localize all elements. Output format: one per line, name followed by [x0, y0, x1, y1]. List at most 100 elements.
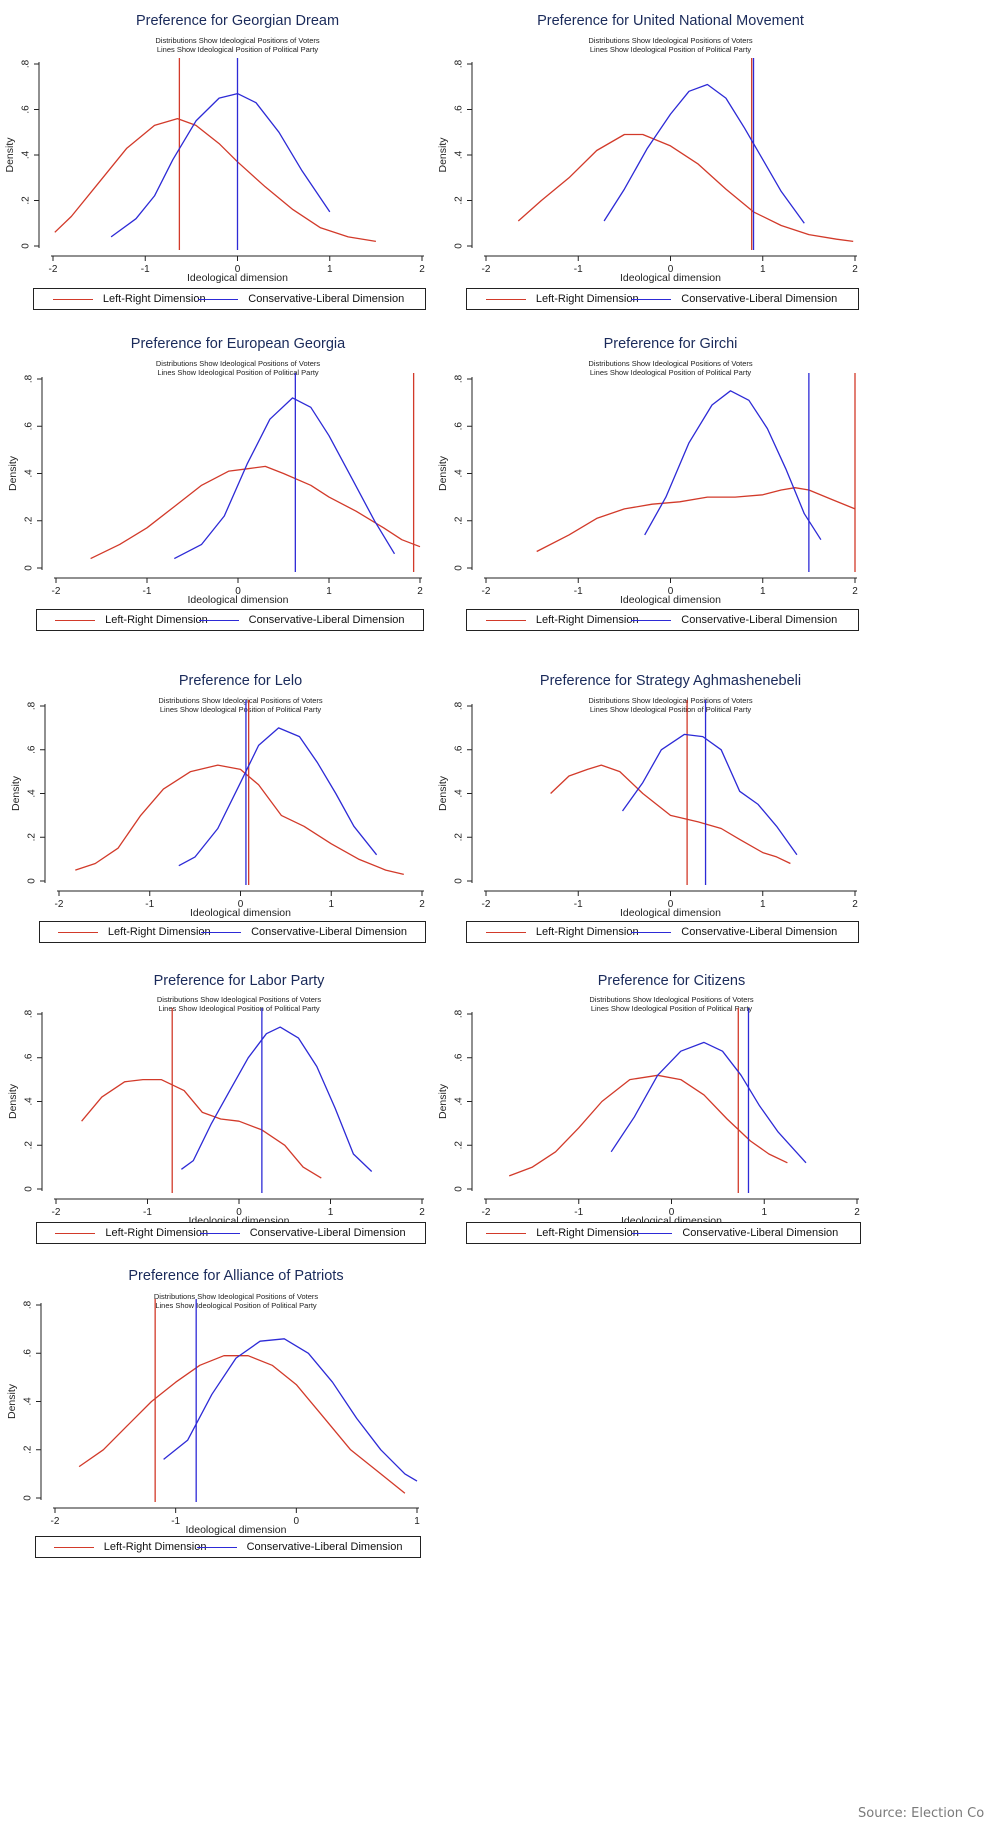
y-tick-label: 0 [24, 1186, 35, 1192]
legend-label: Conservative-Liberal Dimension [246, 1541, 403, 1553]
x-tick-label: 2 [852, 586, 858, 597]
legend-label: Conservative-Liberal Dimension [681, 293, 838, 305]
legend-swatch [631, 931, 672, 933]
chart-subtitle: Lines Show Ideological Position of Polit… [160, 705, 322, 714]
x-tick-label: -2 [55, 899, 64, 910]
y-tick-label: .8 [454, 374, 465, 383]
x-tick-label: -1 [574, 586, 583, 597]
y-tick-label: .4 [27, 789, 38, 798]
x-axis-label: Ideological dimension [188, 594, 289, 606]
legend-label: Left-Right Dimension [107, 926, 211, 938]
y-tick-label: .8 [21, 59, 32, 68]
legend-item: Left-Right Dimension [485, 289, 639, 309]
chart-svg: Preference for Girchi Distributions Show … [437, 336, 858, 606]
left-right-density-line [508, 1074, 788, 1177]
chart-subtitle: Distributions Show Ideological Positions… [588, 359, 753, 368]
legend-item: Conservative-Liberal Dimension [196, 1537, 403, 1557]
x-tick-label: -1 [145, 899, 154, 910]
x-tick-label: 0 [238, 899, 244, 910]
y-tick-label: 0 [23, 1495, 34, 1501]
y-tick-label: .6 [24, 422, 35, 431]
y-tick-label: .8 [454, 701, 465, 710]
x-tick-label: 1 [328, 1207, 334, 1218]
legend-label: Left-Right Dimension [535, 926, 639, 938]
legend-item: Conservative-Liberal Dimension [198, 289, 404, 309]
y-tick-label: .4 [23, 1397, 34, 1406]
x-axis-label: Ideological dimension [620, 594, 721, 606]
chart-title: Preference for Alliance of Patriots [128, 1268, 343, 1284]
x-tick-label: -1 [141, 264, 150, 275]
legend-swatch [198, 619, 239, 621]
chart-subtitle: Lines Show Ideological Position of Polit… [157, 368, 319, 377]
legend-label: Conservative-Liberal Dimension [249, 1227, 406, 1239]
legend-item: Left-Right Dimension [486, 1223, 639, 1243]
legend-label: Left-Right Dimension [535, 293, 639, 305]
y-tick-label: .2 [454, 833, 465, 842]
x-tick-label: -1 [143, 586, 152, 597]
y-tick-label: .6 [454, 422, 465, 431]
x-axis-label: Ideological dimension [620, 907, 721, 919]
y-tick-label: .4 [24, 469, 35, 478]
legend-swatch [485, 619, 526, 621]
y-tick-label: .2 [23, 1445, 34, 1454]
chart-subtitle: Distributions Show Ideological Positions… [588, 36, 753, 45]
conservative-liberal-density-line [163, 1338, 418, 1482]
chart-subtitle: Lines Show Ideological Position of Polit… [591, 1004, 753, 1013]
y-tick-label: .2 [454, 1141, 465, 1150]
legend-label: Conservative-Liberal Dimension [251, 926, 408, 938]
y-tick-label: .6 [24, 1053, 35, 1062]
legend-label: Conservative-Liberal Dimension [681, 614, 838, 626]
x-tick-label: -1 [574, 1207, 583, 1218]
conservative-liberal-density-line [110, 92, 331, 238]
chart-subtitle: Distributions Show Ideological Positions… [588, 696, 753, 705]
conservative-liberal-density-line [621, 733, 798, 856]
y-tick-label: .2 [27, 833, 38, 842]
y-axis-label: Density [4, 137, 16, 173]
chart-subtitle: Lines Show Ideological Position of Polit… [590, 705, 752, 714]
y-tick-label: 0 [454, 565, 465, 571]
y-tick-label: .8 [24, 374, 35, 383]
legend-label: Conservative-Liberal Dimension [682, 1227, 839, 1239]
x-axis-label: Ideological dimension [186, 1524, 287, 1536]
legend-swatch [631, 619, 672, 621]
chart-subtitle: Lines Show Ideological Position of Polit… [158, 1004, 320, 1013]
chart-panel: Preference for European Georgia Distribut… [0, 327, 432, 654]
x-tick-label: -1 [143, 1207, 152, 1218]
legend-swatch [57, 931, 98, 933]
x-tick-label: 2 [852, 899, 858, 910]
legend: Left-Right Dimension Conservative-Liberal… [35, 1536, 421, 1558]
chart-subtitle: Lines Show Ideological Position of Polit… [590, 45, 752, 54]
x-tick-label: 1 [760, 264, 766, 275]
chart-title: Preference for Citizens [598, 973, 745, 989]
legend-item: Left-Right Dimension [485, 922, 639, 942]
chart-panel: Preference for Georgian Dream Distributio… [0, 4, 432, 317]
legend: Left-Right Dimension Conservative-Liberal… [466, 288, 859, 310]
legend-label: Left-Right Dimension [105, 614, 208, 626]
chart-svg: Preference for Citizens Distributions Sho… [437, 973, 860, 1227]
x-axis-label: Ideological dimension [190, 907, 291, 919]
legend-label: Left-Right Dimension [536, 1227, 639, 1239]
legend-swatch [201, 931, 242, 933]
conservative-liberal-density-line [174, 397, 396, 560]
legend: Left-Right Dimension Conservative-Liberal… [36, 609, 424, 631]
y-axis-label: Density [437, 455, 449, 491]
x-axis-label: Ideological dimension [187, 272, 288, 284]
y-tick-label: .4 [454, 1097, 465, 1106]
x-tick-label: 2 [419, 899, 425, 910]
left-right-density-line [81, 1078, 322, 1179]
chart-panel: Preference for United National Movement D… [437, 4, 867, 317]
conservative-liberal-density-line [644, 390, 822, 541]
chart-subtitle: Distributions Show Ideological Positions… [156, 359, 321, 368]
left-right-density-line [536, 487, 856, 553]
chart-panel: Preference for Labor Party Distributions … [0, 964, 432, 1251]
y-tick-label: .4 [24, 1097, 35, 1106]
chart-panel: Preference for Alliance of Patriots Distr… [0, 1260, 432, 1568]
y-tick-label: .6 [21, 105, 32, 114]
y-tick-label: .2 [454, 196, 465, 205]
legend: Left-Right Dimension Conservative-Liberal… [36, 1222, 426, 1244]
x-tick-label: 2 [419, 1207, 425, 1218]
chart-panel: Preference for Strategy Aghmashenebeli Di… [437, 664, 867, 950]
legend-swatch [199, 1232, 240, 1234]
chart-subtitle: Lines Show Ideological Position of Polit… [155, 1301, 317, 1310]
chart-title: Preference for Georgian Dream [136, 13, 339, 29]
